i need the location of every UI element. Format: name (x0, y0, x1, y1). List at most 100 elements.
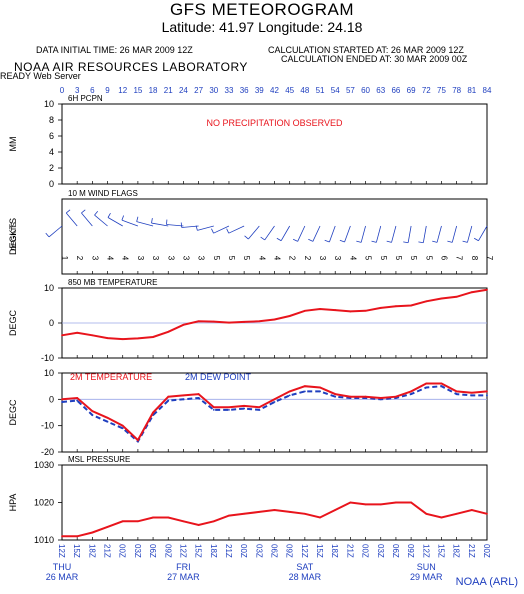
forecast-hour-label: 27 (194, 86, 203, 95)
wind-barb-flag (226, 228, 230, 234)
data-point (243, 405, 246, 407)
data-point (486, 394, 488, 397)
wind-barb (478, 225, 488, 241)
data-point (212, 320, 215, 323)
data-point (425, 382, 428, 385)
forecast-hour-label: 18 (149, 86, 158, 95)
data-point (319, 308, 321, 310)
time-label: 15Z (72, 544, 81, 558)
data-point (334, 509, 337, 511)
forecast-hour-label: 12 (118, 86, 127, 95)
forecast-hour-label: 42 (270, 86, 279, 95)
series-line-dewpoint (61, 385, 487, 444)
forecast-hour-label: 3 (75, 86, 80, 95)
data-point (136, 520, 139, 523)
data-point (76, 397, 79, 399)
wind-barb (94, 214, 108, 227)
y-axis-label: DEGKTS (8, 218, 18, 255)
data-point (303, 309, 306, 312)
wind-barb (48, 225, 63, 238)
data-point (136, 337, 139, 340)
y-tick-label: 1010 (34, 535, 54, 545)
time-label: 09Z (285, 544, 294, 558)
wind-speed-label: 6 (439, 256, 448, 261)
data-point (425, 386, 428, 389)
forecast-hour-label: 36 (240, 86, 249, 95)
y-axis-label: DEGC (8, 399, 18, 426)
data-point (410, 501, 413, 504)
forecast-hour-label: 78 (452, 86, 461, 95)
wind-speed-label: 5 (379, 256, 388, 261)
data-point (61, 535, 63, 538)
data-point (182, 398, 185, 401)
wind-speed-label: 8 (470, 256, 479, 261)
time-label: 00Z (239, 544, 248, 558)
time-label: 18Z (330, 544, 339, 558)
data-point (258, 510, 261, 513)
wind-barb (422, 225, 427, 243)
data-point (91, 414, 94, 417)
wind-barb (467, 225, 473, 243)
data-point (197, 524, 200, 526)
wind-speed-label: 4 (273, 256, 282, 261)
server-label: READY Web Server (0, 71, 81, 81)
y-axis-label: DEGKTS (11, 222, 18, 251)
data-point (486, 512, 488, 515)
data-point (379, 397, 382, 399)
y-tick-label: 2 (49, 163, 54, 173)
wind-barb (312, 225, 321, 242)
panel-title: 6H PCPN (68, 94, 103, 103)
wind-barb (136, 221, 154, 227)
date-label: 26 MAR (46, 572, 79, 582)
time-label: 15Z (194, 544, 203, 558)
time-label: 21Z (345, 544, 354, 558)
calc-ended: CALCULATION ENDED AT: 30 MAR 2009 00Z (281, 54, 468, 64)
time-label: 12Z (178, 544, 187, 558)
data-point (395, 395, 397, 398)
time-label: 06Z (391, 544, 400, 558)
forecast-hour-label: 60 (361, 86, 370, 95)
panel-title: 10 M WIND FLAGS (68, 189, 138, 198)
wind-barb-flag (339, 239, 345, 243)
wind-barb (65, 212, 78, 227)
data-point (167, 516, 170, 519)
y-axis-label: MM (8, 137, 18, 152)
wind-barb-flag (371, 240, 377, 243)
forecast-hour-label: 0 (60, 86, 65, 95)
data-point (136, 439, 139, 442)
wind-speed-label: 3 (166, 256, 175, 261)
data-point (61, 334, 63, 337)
wind-speed-label: 7 (485, 256, 494, 261)
data-point (167, 330, 170, 333)
data-point (303, 512, 306, 515)
wind-barb-flag (121, 215, 125, 221)
forecast-hour-label: 39 (255, 86, 264, 95)
data-point (440, 385, 443, 388)
time-label: 00Z (118, 544, 127, 558)
data-point (425, 512, 428, 515)
legend-2m-temperature: 2M TEMPERATURE (70, 372, 152, 382)
panel-frame-mslp (61, 464, 488, 541)
wind-speed-label: 5 (424, 256, 433, 261)
day-label: SUN (417, 562, 436, 572)
wind-barb-flag (45, 232, 50, 238)
data-point (228, 514, 230, 517)
data-point (364, 309, 367, 312)
series-line-mslp (62, 501, 488, 538)
wind-barb-flag (473, 237, 479, 242)
forecast-hour-label: 33 (225, 86, 234, 95)
wind-barb-flag (276, 237, 282, 242)
forecast-hour-label: 72 (422, 86, 431, 95)
wind-barb-flag (418, 241, 424, 244)
y-tick-label: 6 (49, 131, 54, 141)
wind-barb-flag (432, 240, 438, 243)
wind-speed-label: 3 (318, 256, 327, 261)
data-initial-time: DATA INITIAL TIME: 26 MAR 2009 12Z (36, 45, 193, 55)
data-point (379, 307, 382, 309)
data-point (349, 395, 352, 398)
wind-speed-label: 3 (181, 256, 190, 261)
wind-barb (181, 225, 199, 228)
wind-barb-flag (107, 212, 111, 218)
forecast-hour-label: 48 (300, 86, 309, 95)
